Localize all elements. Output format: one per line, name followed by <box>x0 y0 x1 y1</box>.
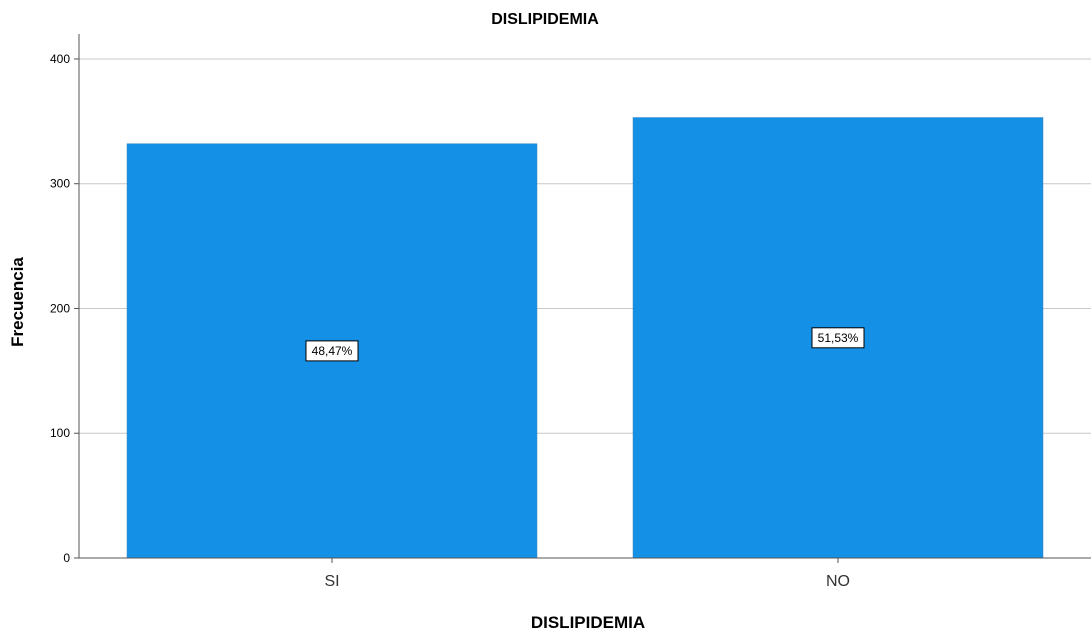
data-label-box <box>305 340 359 362</box>
y-tick-label: 100 <box>50 426 70 440</box>
x-tick-label: NO <box>826 573 850 590</box>
y-axis-title: Frecuencia <box>8 257 27 347</box>
y-tick-label: 300 <box>50 177 70 191</box>
y-tick-label: 200 <box>50 301 70 315</box>
data-label: 48,47% <box>312 344 353 358</box>
data-labels: 48,47% 51,53% <box>305 327 865 362</box>
data-label: 51,53% <box>818 331 859 345</box>
x-axis-title: DISLIPIDEMIA <box>531 613 645 632</box>
x-axis-ticks: SI NO <box>324 558 850 590</box>
data-label-box <box>811 327 865 349</box>
chart-title: DISLIPIDEMIA <box>491 11 599 28</box>
y-tick-label: 400 <box>50 52 70 66</box>
y-tick-label: 0 <box>63 551 70 565</box>
x-tick-label: SI <box>324 573 339 590</box>
y-axis-ticks: 0 100 200 300 400 <box>50 52 79 565</box>
